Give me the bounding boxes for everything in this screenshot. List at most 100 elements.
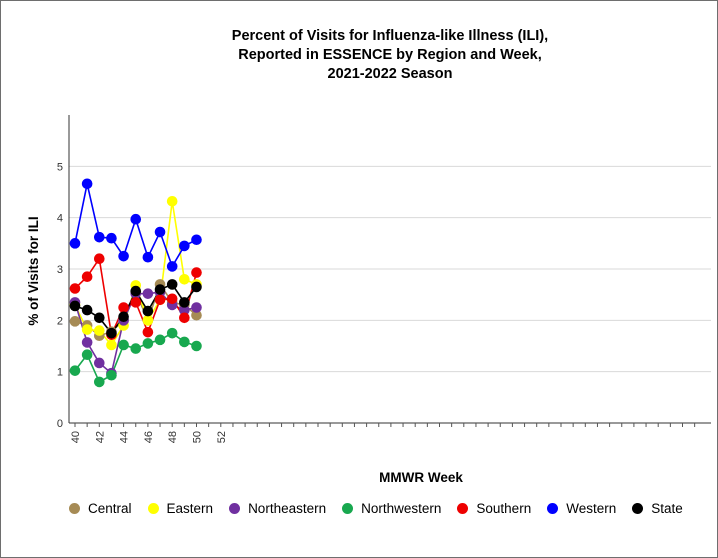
chart-title-line-1: Percent of Visits for Influenza-like Ill… bbox=[231, 28, 549, 44]
data-point bbox=[118, 339, 129, 351]
data-point bbox=[69, 238, 81, 249]
data-point bbox=[166, 279, 178, 290]
x-tick-label: 42 bbox=[94, 431, 106, 443]
x-tick-label: 52 bbox=[216, 431, 228, 443]
data-point bbox=[118, 250, 129, 262]
data-point bbox=[94, 376, 105, 388]
data-point bbox=[69, 316, 81, 327]
data-point bbox=[94, 325, 105, 336]
legend-marker bbox=[147, 503, 159, 514]
data-point bbox=[142, 315, 154, 326]
y-tick-label: 3 bbox=[57, 264, 63, 276]
data-point bbox=[154, 226, 166, 238]
data-point bbox=[106, 327, 117, 339]
data-point bbox=[191, 340, 202, 352]
data-point bbox=[179, 273, 190, 285]
x-tick-label: 46 bbox=[143, 431, 155, 443]
data-point bbox=[179, 336, 190, 348]
data-point bbox=[81, 324, 93, 335]
data-point bbox=[81, 271, 93, 283]
x-tick-label: 44 bbox=[119, 431, 131, 443]
legend-marker bbox=[457, 503, 469, 514]
data-point bbox=[81, 337, 93, 348]
data-point bbox=[142, 326, 154, 338]
legend-item: Northeastern bbox=[229, 501, 326, 516]
data-point bbox=[154, 284, 166, 295]
series-line bbox=[74, 332, 197, 384]
legend-marker bbox=[632, 503, 644, 514]
legend-label: State bbox=[651, 501, 683, 516]
data-point bbox=[179, 304, 190, 316]
legend-item: Eastern bbox=[147, 501, 214, 516]
legend-marker bbox=[547, 503, 559, 514]
data-point bbox=[94, 231, 105, 243]
data-point bbox=[191, 302, 202, 313]
legend-item: Southern bbox=[457, 501, 531, 516]
data-point bbox=[191, 267, 202, 278]
chart-title: Percent of Visits for Influenza-like Ill… bbox=[31, 27, 718, 84]
data-point bbox=[154, 294, 166, 306]
data-point bbox=[94, 253, 105, 265]
data-point bbox=[106, 339, 117, 351]
legend-marker bbox=[342, 503, 354, 514]
data-point bbox=[106, 369, 117, 381]
y-tick-label: 2 bbox=[57, 315, 63, 327]
legend-label: Western bbox=[566, 501, 617, 516]
legend-label: Northeastern bbox=[248, 501, 327, 516]
x-tick-label: 48 bbox=[167, 431, 179, 443]
data-point bbox=[191, 309, 202, 321]
data-point bbox=[118, 302, 129, 313]
data-point bbox=[142, 338, 154, 349]
data-point bbox=[166, 195, 178, 207]
data-point bbox=[142, 251, 154, 263]
legend-marker bbox=[229, 503, 241, 514]
data-point bbox=[130, 297, 142, 308]
data-point bbox=[130, 343, 142, 354]
chart-title-line-3: 2021-2022 Season bbox=[327, 66, 453, 82]
data-point bbox=[130, 213, 142, 225]
data-point bbox=[81, 178, 93, 190]
data-point bbox=[69, 365, 81, 376]
x-axis-label: MMWR Week bbox=[379, 470, 463, 485]
data-point bbox=[191, 234, 202, 246]
data-point bbox=[94, 357, 105, 369]
chart-title-line-2: Reported in ESSENCE by Region and Week, bbox=[238, 47, 542, 63]
legend-item: Northwestern bbox=[342, 501, 441, 516]
data-point bbox=[179, 297, 190, 308]
legend: Central Eastern Northeastern Northwestern So… bbox=[69, 501, 699, 516]
data-point bbox=[179, 312, 190, 324]
legend-label: Northwestern bbox=[361, 501, 442, 516]
data-point bbox=[154, 334, 166, 346]
data-point bbox=[69, 283, 81, 294]
data-point bbox=[142, 288, 154, 299]
data-point bbox=[166, 261, 178, 272]
y-tick-label: 4 bbox=[57, 213, 63, 225]
data-point bbox=[166, 293, 178, 305]
legend-item: Western bbox=[547, 501, 616, 516]
data-point bbox=[130, 285, 142, 297]
x-tick-label: 50 bbox=[192, 431, 204, 443]
data-point bbox=[166, 327, 178, 339]
series-line bbox=[74, 183, 197, 269]
data-point bbox=[94, 312, 105, 324]
data-point bbox=[179, 240, 190, 252]
x-tick-label: 40 bbox=[70, 431, 82, 443]
y-tick-label: 5 bbox=[57, 161, 63, 173]
data-point bbox=[118, 311, 129, 323]
legend-item: State bbox=[632, 501, 683, 516]
data-point bbox=[81, 304, 93, 316]
legend-label: Central bbox=[88, 501, 132, 516]
data-point bbox=[142, 305, 154, 317]
y-axis-label: % of Visits for ILI bbox=[26, 216, 41, 325]
y-tick-label: 0 bbox=[57, 418, 63, 430]
legend-label: Eastern bbox=[166, 501, 214, 516]
data-point bbox=[191, 281, 202, 293]
legend-item: Central bbox=[69, 501, 132, 516]
data-point bbox=[106, 232, 117, 244]
data-point bbox=[69, 300, 81, 312]
legend-marker bbox=[69, 503, 80, 514]
y-tick-label: 1 bbox=[57, 367, 63, 379]
legend-label: Southern bbox=[476, 501, 532, 516]
